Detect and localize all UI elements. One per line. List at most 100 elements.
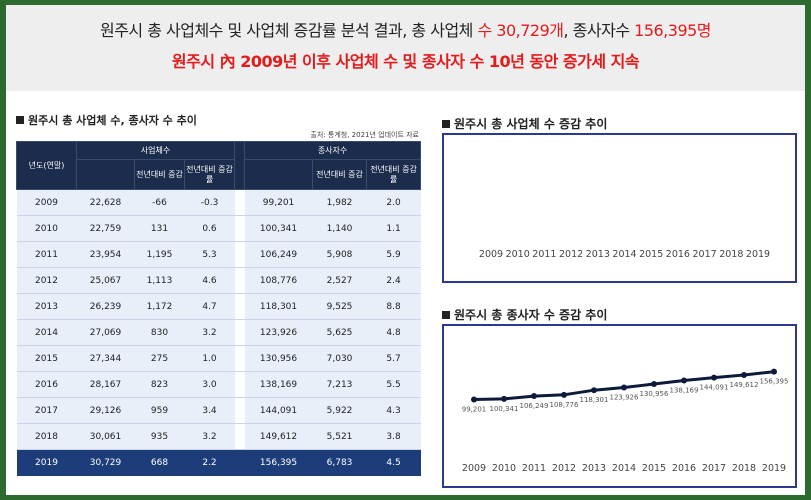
table-gap-cell — [234, 293, 245, 320]
data-point — [471, 396, 477, 403]
headline-emp-count: 156,395명 — [634, 21, 712, 40]
x-tick-label: 2018 — [732, 463, 756, 474]
cell-year: 2009 — [16, 189, 77, 216]
cell-biz-rate: 4.6 — [184, 267, 235, 294]
chart2-box: 99,201 2009 100,341 2010 106,249 2011 108,776 2… — [442, 324, 797, 488]
cell-emp: 144,091 — [244, 397, 313, 424]
cell-biz-chg: 823 — [134, 371, 185, 398]
cell-biz-rate: 3.0 — [184, 371, 235, 398]
cell-biz: 29,126 — [76, 397, 135, 424]
x-tick-label: 2019 — [762, 463, 786, 474]
cell-emp-chg: 1,982 — [312, 189, 367, 216]
col-header-biz-rate: 전년대비 증감률 — [183, 159, 236, 190]
table-gap-cell — [234, 267, 245, 294]
x-tick-label: 2013 — [582, 463, 606, 474]
cell-emp: 106,249 — [244, 241, 313, 268]
cell-emp-rate: 1.1 — [366, 215, 421, 242]
cell-emp-chg: 7,213 — [312, 371, 367, 398]
data-label: 99,201 — [462, 405, 487, 413]
x-tick-label: 2011 — [532, 249, 556, 260]
cell-emp-rate: 4.3 — [366, 397, 421, 424]
col-header-emp-change: 전년대비 증감 — [312, 159, 368, 190]
square-bullet-icon — [442, 310, 450, 319]
col-header-year: 년도(연말) — [16, 141, 77, 190]
cell-emp-chg: 9,525 — [312, 293, 367, 320]
table-row: 2015 27,344 275 1.0 130,956 7,030 5.7 — [16, 345, 421, 372]
cell-emp: 118,301 — [244, 293, 313, 320]
cell-emp-chg: 1,140 — [312, 215, 367, 242]
cell-biz-chg: 935 — [134, 423, 185, 450]
cell-year: 2018 — [16, 423, 77, 450]
data-point — [771, 368, 777, 375]
square-bullet-icon — [16, 116, 24, 124]
cell-year: 2011 — [16, 241, 77, 268]
cell-emp-chg: 5,625 — [312, 319, 367, 346]
data-label: 118,301 — [580, 396, 609, 404]
cell-emp-chg: 5,922 — [312, 397, 367, 424]
table-gap-cell — [234, 449, 245, 476]
cell-biz: 30,729 — [76, 449, 135, 476]
cell-emp-rate: 4.5 — [366, 449, 421, 476]
col-group-emp: 종사자수 — [244, 141, 422, 160]
cell-year: 2016 — [16, 371, 77, 398]
cell-emp-chg: 2,527 — [312, 267, 367, 294]
table-row: 2011 23,954 1,195 5.3 106,249 5,908 5.9 — [16, 241, 421, 268]
col-header-emp-blank — [244, 159, 314, 190]
cell-year: 2019 — [16, 449, 77, 476]
cell-biz-chg: 275 — [134, 345, 185, 372]
table-gap-cell — [234, 215, 245, 242]
cell-biz-rate: 5.3 — [184, 241, 235, 268]
cell-emp-rate: 2.0 — [366, 189, 421, 216]
table-row: 2018 30,061 935 3.2 149,612 5,521 3.8 — [16, 423, 421, 450]
data-point — [531, 393, 537, 400]
x-tick-label: 2010 — [492, 463, 516, 474]
cell-year: 2013 — [16, 293, 77, 320]
data-point — [741, 371, 747, 378]
table-row: 2013 26,239 1,172 4.7 118,301 9,525 8.8 — [16, 293, 421, 320]
cell-biz-chg: 830 — [134, 319, 185, 346]
table-title-text: 원주시 총 사업체 수, 종사자 수 추이 — [28, 114, 197, 127]
x-tick-label: 2016 — [672, 463, 696, 474]
x-tick-label: 2011 — [522, 463, 546, 474]
cell-emp-rate: 4.8 — [366, 319, 421, 346]
header-banner: 원주시 총 사업체수 및 사업체 증감률 분석 결과, 총 사업체 수 30,7… — [6, 5, 805, 91]
cell-biz-rate: 2.2 — [184, 449, 235, 476]
cell-biz-chg: 1,113 — [134, 267, 185, 294]
cell-biz-rate: 3.2 — [184, 423, 235, 450]
col-header-biz-change: 전년대비 증감 — [134, 159, 185, 190]
cell-biz-chg: 668 — [134, 449, 185, 476]
x-tick-label: 2018 — [719, 249, 743, 260]
x-tick-label: 2015 — [642, 463, 666, 474]
cell-biz-rate: 0.6 — [184, 215, 235, 242]
chart2-svg: 99,201 2009 100,341 2010 106,249 2011 108,776 2… — [462, 368, 789, 474]
data-point — [681, 377, 687, 384]
cell-emp-rate: 5.7 — [366, 345, 421, 372]
data-label: 156,395 — [760, 378, 789, 386]
table-row: 2012 25,067 1,113 4.6 108,776 2,527 2.4 — [16, 267, 421, 294]
data-label: 144,091 — [700, 384, 729, 392]
cell-emp-chg: 6,783 — [312, 449, 367, 476]
cell-emp-rate: 8.8 — [366, 293, 421, 320]
cell-biz-chg: 959 — [134, 397, 185, 424]
headline-mid: , 종사자수 — [563, 21, 635, 40]
cell-year: 2010 — [16, 215, 77, 242]
cell-emp: 99,201 — [244, 189, 313, 216]
cell-year: 2017 — [16, 397, 77, 424]
cell-emp-rate: 3.8 — [366, 423, 421, 450]
cell-emp: 100,341 — [244, 215, 313, 242]
data-label: 108,776 — [550, 401, 579, 409]
x-tick-label: 2017 — [702, 463, 726, 474]
table-row: 2017 29,126 959 3.4 144,091 5,922 4.3 — [16, 397, 421, 424]
cell-emp-rate: 5.5 — [366, 371, 421, 398]
chart1-title-text: 원주시 총 사업체 수 증감 추이 — [454, 117, 608, 131]
table-row: 2016 28,167 823 3.0 138,169 7,213 5.5 — [16, 371, 421, 398]
x-tick-label: 2016 — [666, 249, 690, 260]
x-tick-label: 2017 — [693, 249, 717, 260]
data-point — [711, 374, 717, 381]
x-tick-label: 2009 — [479, 249, 503, 260]
table-row: 2010 22,759 131 0.6 100,341 1,140 1.1 — [16, 215, 421, 242]
cell-biz: 26,239 — [76, 293, 135, 320]
data-label: 149,612 — [730, 381, 759, 389]
cell-emp: 149,612 — [244, 423, 313, 450]
x-tick-label: 2010 — [506, 249, 530, 260]
